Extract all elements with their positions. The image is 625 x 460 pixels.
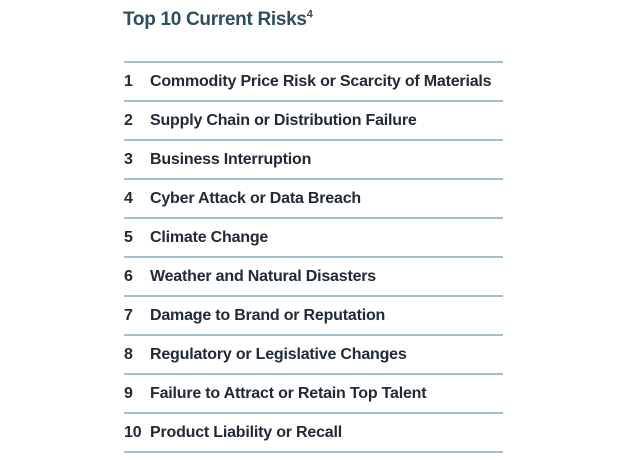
risk-label: Climate Change xyxy=(150,228,269,246)
risk-rank: 8 xyxy=(124,345,133,363)
risk-label: Regulatory or Legislative Changes xyxy=(150,345,407,363)
table-row: 1 Commodity Price Risk or Scarcity of Ma… xyxy=(124,63,503,102)
risk-label: Failure to Attract or Retain Top Talent xyxy=(150,384,427,402)
table-row: 8 Regulatory or Legislative Changes xyxy=(124,336,503,375)
table-row: 6 Weather and Natural Disasters xyxy=(124,258,503,297)
risk-label: Cyber Attack or Data Breach xyxy=(150,189,361,207)
table-row: 7 Damage to Brand or Reputation xyxy=(124,297,503,336)
risk-label: Business Interruption xyxy=(150,150,312,168)
risk-rank: 6 xyxy=(124,267,133,285)
risk-rank: 3 xyxy=(124,150,133,168)
table-row: 9 Failure to Attract or Retain Top Talen… xyxy=(124,375,503,414)
table-row: 2 Supply Chain or Distribution Failure xyxy=(124,102,503,141)
footnote-marker: 4 xyxy=(306,8,313,21)
risk-rank: 7 xyxy=(124,306,133,324)
risk-rank: 9 xyxy=(124,384,133,402)
risk-rank: 1 xyxy=(124,72,133,90)
page-title-text: Top 10 Current Risks xyxy=(123,9,307,30)
risk-label: Commodity Price Risk or Scarcity of Mate… xyxy=(150,72,492,90)
risk-label: Weather and Natural Disasters xyxy=(150,267,376,285)
risk-label: Product Liability or Recall xyxy=(150,423,342,441)
risk-rank: 5 xyxy=(124,228,133,246)
risk-rank: 4 xyxy=(124,189,133,207)
risk-rank: 2 xyxy=(124,111,133,129)
risk-list: 1 Commodity Price Risk or Scarcity of Ma… xyxy=(124,61,503,453)
table-row: 10 Product Liability or Recall xyxy=(124,414,503,453)
risk-label: Damage to Brand or Reputation xyxy=(150,306,386,324)
risk-label: Supply Chain or Distribution Failure xyxy=(150,111,417,129)
table-row: 5 Climate Change xyxy=(124,219,503,258)
table-row: 4 Cyber Attack or Data Breach xyxy=(124,180,503,219)
table-row: 3 Business Interruption xyxy=(124,141,503,180)
page-title: Top 10 Current Risks4 xyxy=(123,9,313,32)
risk-rank: 10 xyxy=(124,423,142,441)
